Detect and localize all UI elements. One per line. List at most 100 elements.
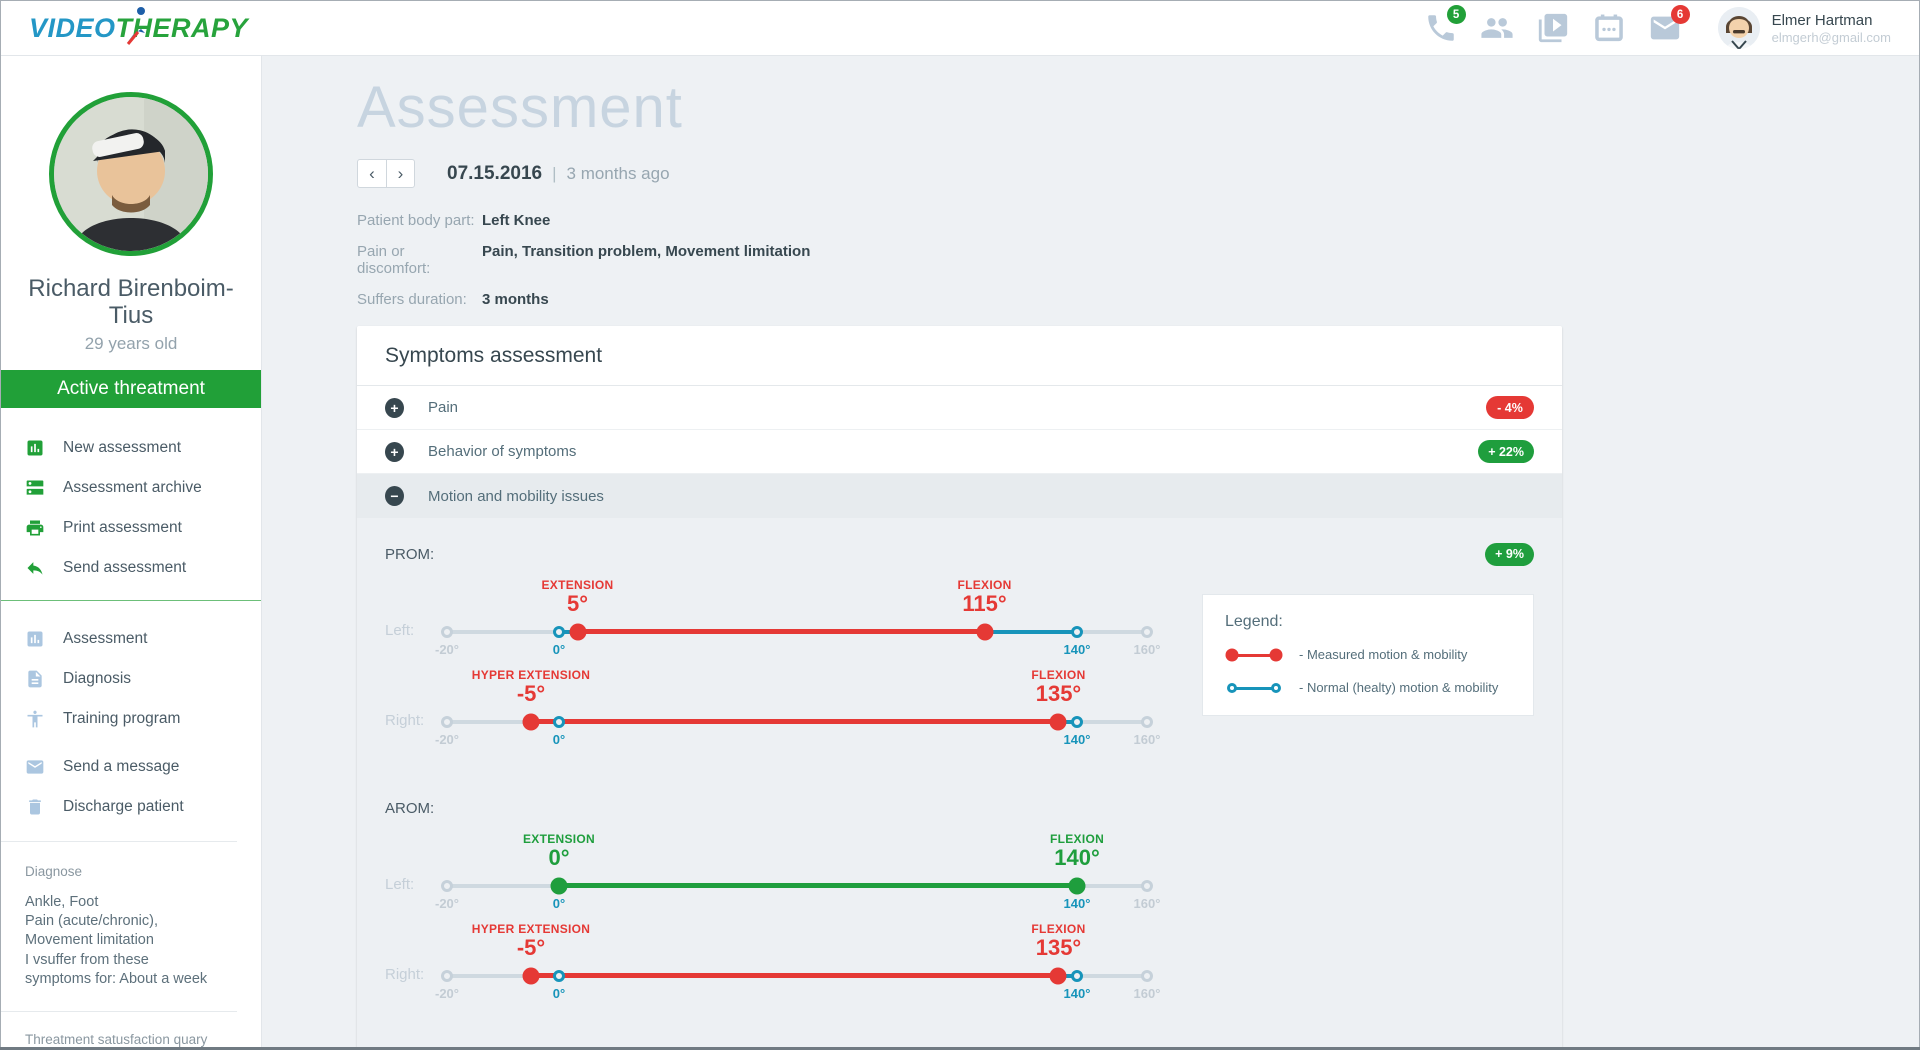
- patient-sidebar: Richard Birenboim-Tius 29 years old Acti…: [1, 56, 262, 1049]
- active-treatment-button[interactable]: Active threatment: [1, 369, 261, 408]
- videotherapy-logo[interactable]: VIDEOTHERAPY: [29, 6, 249, 45]
- expand-icon[interactable]: +: [385, 397, 404, 418]
- sidebar-item-assessment[interactable]: Assessment: [1, 619, 261, 659]
- range-slider[interactable]: EXTENSION 0° FLEXION 140° -20° 0° 140° 160°: [435, 830, 1160, 918]
- sidebar-item-diagnosis[interactable]: Diagnosis: [1, 659, 261, 699]
- axis-tick: -20°: [435, 896, 459, 911]
- sidebar-item-training-program[interactable]: Training program: [1, 699, 261, 739]
- range-slider[interactable]: EXTENSION 5° FLEXION 115° -20° 0° 140° 160°: [435, 576, 1160, 664]
- axis-tick: 160°: [1133, 896, 1161, 911]
- legend-box: Legend: - Measured motion & mobility: [1202, 594, 1534, 716]
- measured-handle-end[interactable]: [1049, 967, 1067, 985]
- logo-therapy-text: THERAPY: [115, 12, 249, 43]
- diagnose-section-label: Diagnose: [25, 863, 83, 879]
- document-icon: [25, 669, 45, 689]
- legend-label: - Measured motion & mobility: [1299, 647, 1468, 662]
- track-end-circle: [441, 970, 453, 982]
- axis-tick: 0°: [552, 732, 566, 747]
- video-library-icon[interactable]: [1536, 11, 1570, 45]
- patient-age: 29 years old: [84, 333, 178, 353]
- printer-icon: [25, 518, 45, 538]
- mail-icon[interactable]: 6: [1648, 5, 1690, 45]
- sidebar-item-new-assessment[interactable]: New assessment: [1, 428, 261, 468]
- pain-change-badge: - 4%: [1486, 396, 1534, 419]
- measured-range-segment: [559, 883, 1077, 888]
- sidebar-item-discharge-patient[interactable]: Discharge patient: [1, 787, 261, 827]
- range-slider[interactable]: HYPER EXTENSION -5° FLEXION 135° -20° 0° 140° 1…: [435, 666, 1160, 754]
- behavior-change-badge: + 22%: [1478, 440, 1534, 463]
- track-end-circle: [441, 880, 453, 892]
- measured-handle-end[interactable]: [1049, 713, 1067, 731]
- patient-summary: Richard Birenboim-Tius 29 years old: [1, 56, 261, 354]
- sidebar-item-send-message[interactable]: Send a message: [1, 747, 261, 787]
- sidebar-item-print-assessment[interactable]: Print assessment: [1, 508, 261, 548]
- expand-icon[interactable]: +: [385, 441, 404, 462]
- sidebar-divider: [1, 1011, 237, 1013]
- sidebar-item-label: Send a message: [63, 757, 180, 775]
- collapse-icon[interactable]: −: [385, 486, 404, 506]
- diagnose-text: Ankle, Foot Pain (acute/chronic), Moveme…: [25, 893, 208, 987]
- detail-value: Left Knee: [482, 212, 551, 229]
- sidebar-item-label: Training program: [63, 709, 181, 727]
- normal-sample-icon: [1225, 681, 1283, 695]
- measurement-label: EXTENSION 5°: [541, 578, 614, 616]
- measured-handle-start[interactable]: [569, 623, 586, 641]
- range-slider[interactable]: HYPER EXTENSION -5° FLEXION 135° -20° 0° 140° 1…: [435, 920, 1160, 1008]
- accordion-row-motion[interactable]: − Motion and mobility issues: [357, 474, 1562, 518]
- motion-change-badge: + 9%: [1485, 542, 1534, 566]
- patient-photo: [49, 92, 213, 256]
- sidebar-item-label: Assessment archive: [63, 478, 202, 496]
- page-title: Assessment: [357, 75, 683, 140]
- date-relative: 3 months ago: [566, 163, 670, 183]
- sidebar-item-send-assessment[interactable]: Send assessment: [1, 548, 261, 588]
- sidebar-item-label: Print assessment: [63, 518, 182, 536]
- axis-tick: 140°: [1063, 732, 1091, 747]
- top-header: VIDEOTHERAPY 5 6: [1, 1, 1919, 56]
- measured-handle-start[interactable]: [522, 713, 540, 731]
- sidebar-item-label: Send assessment: [63, 558, 187, 576]
- prev-date-button[interactable]: ‹: [369, 163, 375, 183]
- mail-badge: 6: [1670, 5, 1690, 24]
- accordion-label: Motion and mobility issues: [428, 487, 604, 505]
- accordion-row-behavior[interactable]: + Behavior of symptoms + 22%: [357, 430, 1562, 474]
- detail-label: Suffers duration:: [357, 291, 467, 308]
- detail-label: Patient body part:: [357, 212, 475, 229]
- axis-tick: 160°: [1133, 732, 1161, 747]
- sidebar-item-label: Discharge patient: [63, 797, 184, 815]
- calendar-icon[interactable]: [1592, 11, 1626, 45]
- envelope-icon: [25, 757, 45, 777]
- person-icon: [25, 709, 45, 729]
- next-date-button[interactable]: ›: [386, 160, 414, 187]
- side-label: Left:: [385, 876, 415, 893]
- side-label: Right:: [385, 966, 425, 983]
- phone-icon[interactable]: 5: [1424, 5, 1466, 45]
- measured-handle-end[interactable]: [976, 623, 993, 641]
- track-end-circle: [1141, 880, 1153, 892]
- primary-menu: New assessment Assessment archive Print …: [1, 408, 261, 588]
- measured-handle-start[interactable]: [522, 967, 540, 985]
- slider-row: Right: HYPER EXTENSION -5° FLEXION 135° -20°…: [385, 666, 1534, 754]
- header-actions: 5 6 Elmer Hartman elmgerh@gm: [1424, 5, 1891, 49]
- accordion-row-pain[interactable]: + Pain - 4%: [357, 386, 1562, 430]
- side-label: Left:: [385, 622, 415, 639]
- measured-handle-end[interactable]: [1068, 877, 1086, 895]
- logo-person-icon: [126, 6, 145, 45]
- measurement-label: EXTENSION 0°: [522, 832, 596, 870]
- patient-name: Richard Birenboim-Tius: [28, 275, 234, 329]
- main-content: Assessment ‹ › 07.15.2016 | 3 months ago…: [357, 56, 1562, 1050]
- measurement-label: FLEXION 115°: [957, 578, 1012, 616]
- chart-icon: [25, 629, 45, 649]
- side-label: Right:: [385, 712, 425, 729]
- legend-title: Legend:: [1225, 613, 1283, 630]
- axis-tick: 160°: [1133, 986, 1161, 1001]
- measured-range-segment: [531, 719, 1059, 724]
- measured-handle-start[interactable]: [550, 877, 568, 895]
- archive-icon: [25, 478, 45, 498]
- normal-handle: [1071, 626, 1083, 638]
- user-account[interactable]: Elmer Hartman elmgerh@gmail.com: [1717, 7, 1891, 49]
- sidebar-item-assessment-archive[interactable]: Assessment archive: [1, 468, 261, 508]
- patients-icon[interactable]: [1480, 11, 1514, 45]
- detail-row: Pain or discomfort: Pain, Transition pro…: [357, 243, 1562, 277]
- date-separator: |: [552, 163, 557, 183]
